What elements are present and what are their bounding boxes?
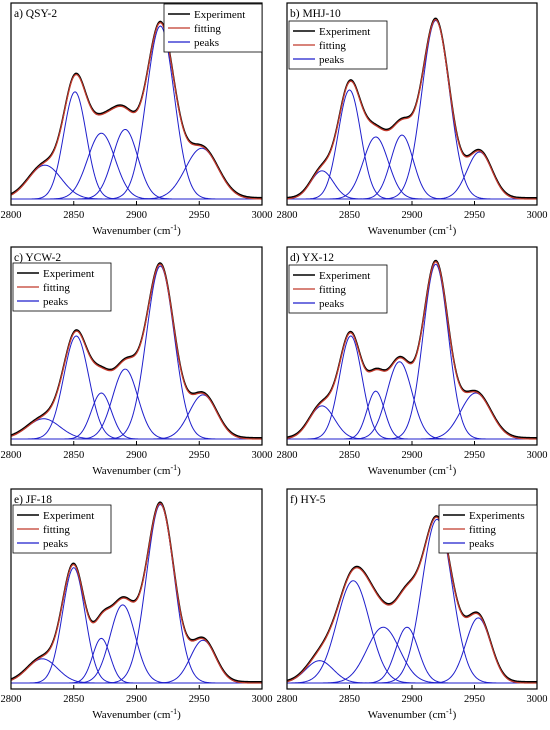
panel-1: 2800 2850 2900 2950 3000 Wavenumber (cm-1) a) … <box>1 2 273 237</box>
legend-label: peaks <box>194 37 219 49</box>
fitting-curve <box>287 19 537 200</box>
x-axis-label: Wavenumber (cm-1) <box>92 707 181 721</box>
x-tick-label: 2950 <box>189 210 210 221</box>
legend-label: peaks <box>43 538 68 550</box>
peak-curve-6 <box>287 617 537 684</box>
x-tick-label: 3000 <box>527 694 548 705</box>
panel-5: 2800 2850 2900 2950 3000 Wavenumber (cm-1) e) … <box>1 488 273 721</box>
x-tick-label: 2850 <box>339 694 360 705</box>
peak-curve-6 <box>11 639 262 684</box>
fitting-curve <box>287 261 537 440</box>
legend-label: Experiment <box>319 270 370 282</box>
curves <box>11 20 262 200</box>
legend-label: fitting <box>43 282 70 294</box>
x-tick-label: 3000 <box>252 450 273 461</box>
curves <box>287 259 537 440</box>
x-tick-label: 2850 <box>339 450 360 461</box>
legend-label: fitting <box>194 23 221 35</box>
peak-curve-4 <box>287 626 537 684</box>
curves <box>11 501 262 684</box>
legend-label: Experiment <box>43 268 94 280</box>
x-axis-label: Wavenumber (cm-1) <box>92 223 181 237</box>
peak-curve-2 <box>287 89 537 200</box>
legend: Experiment fitting peaks <box>12 262 112 312</box>
legend-label: fitting <box>319 40 346 52</box>
x-tick-label: 2900 <box>126 210 147 221</box>
x-tick-label: 2900 <box>402 210 423 221</box>
panel-4: 2800 2850 2900 2950 3000 Wavenumber (cm-1) d) … <box>277 246 548 477</box>
x-tick-label: 2950 <box>464 450 485 461</box>
fitting-curve <box>287 516 537 684</box>
x-tick-label: 2850 <box>63 694 84 705</box>
legend-label: fitting <box>469 524 496 536</box>
x-axis-label: Wavenumber (cm-1) <box>368 707 457 721</box>
panel-6: 2800 2850 2900 2950 3000 Wavenumber (cm-1) f) … <box>277 488 548 721</box>
x-tick-label: 2800 <box>1 450 22 461</box>
legend-label: Experiment <box>43 510 94 522</box>
x-tick-label: 3000 <box>527 210 548 221</box>
panel-3: 2800 2850 2900 2950 3000 Wavenumber (cm-1) c) … <box>1 246 273 477</box>
x-tick-label: 2850 <box>63 450 84 461</box>
x-tick-label: 2850 <box>63 210 84 221</box>
curves <box>287 17 537 200</box>
x-tick-label: 2900 <box>126 450 147 461</box>
panel-title: d) YX-12 <box>290 252 334 264</box>
panel-2: 2800 2850 2900 2950 3000 Wavenumber (cm-1) b) … <box>277 2 548 237</box>
x-tick-label: 2950 <box>464 210 485 221</box>
legend: Experiment fitting peaks <box>288 20 388 70</box>
peak-curve-4 <box>11 368 262 440</box>
x-tick-label: 2900 <box>402 450 423 461</box>
legend-label: Experiment <box>319 26 370 38</box>
legend-label: peaks <box>319 298 344 310</box>
peak-curve-2 <box>11 567 262 684</box>
legend-label: peaks <box>43 296 68 308</box>
legend: Experiments fitting peaks <box>438 504 538 554</box>
x-tick-label: 2900 <box>402 694 423 705</box>
x-axis-label: Wavenumber (cm-1) <box>368 223 457 237</box>
legend-label: fitting <box>319 284 346 296</box>
panel-title: a) QSY-2 <box>14 8 57 20</box>
x-axis-label: Wavenumber (cm-1) <box>368 463 457 477</box>
panel-title: b) MHJ-10 <box>290 8 341 20</box>
x-tick-label: 3000 <box>252 694 273 705</box>
x-tick-label: 2800 <box>277 694 298 705</box>
x-tick-label: 2800 <box>277 450 298 461</box>
x-tick-label: 3000 <box>527 450 548 461</box>
x-tick-label: 2800 <box>277 210 298 221</box>
legend: Experiment fitting peaks <box>12 504 112 554</box>
x-tick-label: 2800 <box>1 210 22 221</box>
legend-label: peaks <box>469 538 494 550</box>
fitting-curve <box>11 502 262 684</box>
legend-label: Experiment <box>194 9 245 21</box>
curves <box>11 262 262 440</box>
fitting-curve <box>11 263 262 440</box>
x-tick-label: 3000 <box>252 210 273 221</box>
legend-label: fitting <box>43 524 70 536</box>
legend-label: peaks <box>319 54 344 66</box>
fitting-curve <box>11 21 262 200</box>
legend: Experiment fitting peaks <box>163 3 263 53</box>
peak-curve-2 <box>11 91 262 200</box>
x-tick-label: 2950 <box>464 694 485 705</box>
x-tick-label: 2800 <box>1 694 22 705</box>
x-axis-label: Wavenumber (cm-1) <box>92 463 181 477</box>
legend-label: Experiments <box>469 510 525 522</box>
x-tick-label: 2950 <box>189 450 210 461</box>
curves <box>287 515 537 684</box>
peak-curve-3 <box>287 626 537 684</box>
x-tick-label: 2850 <box>339 210 360 221</box>
x-tick-label: 2950 <box>189 694 210 705</box>
panel-title: f) HY-5 <box>290 494 326 506</box>
peak-curve-4 <box>11 128 262 200</box>
panel-title: c) YCW-2 <box>14 252 61 264</box>
panel-title: e) JF-18 <box>14 494 52 506</box>
legend: Experiment fitting peaks <box>288 264 388 314</box>
x-tick-label: 2900 <box>126 694 147 705</box>
peak-curve-1 <box>11 164 262 200</box>
